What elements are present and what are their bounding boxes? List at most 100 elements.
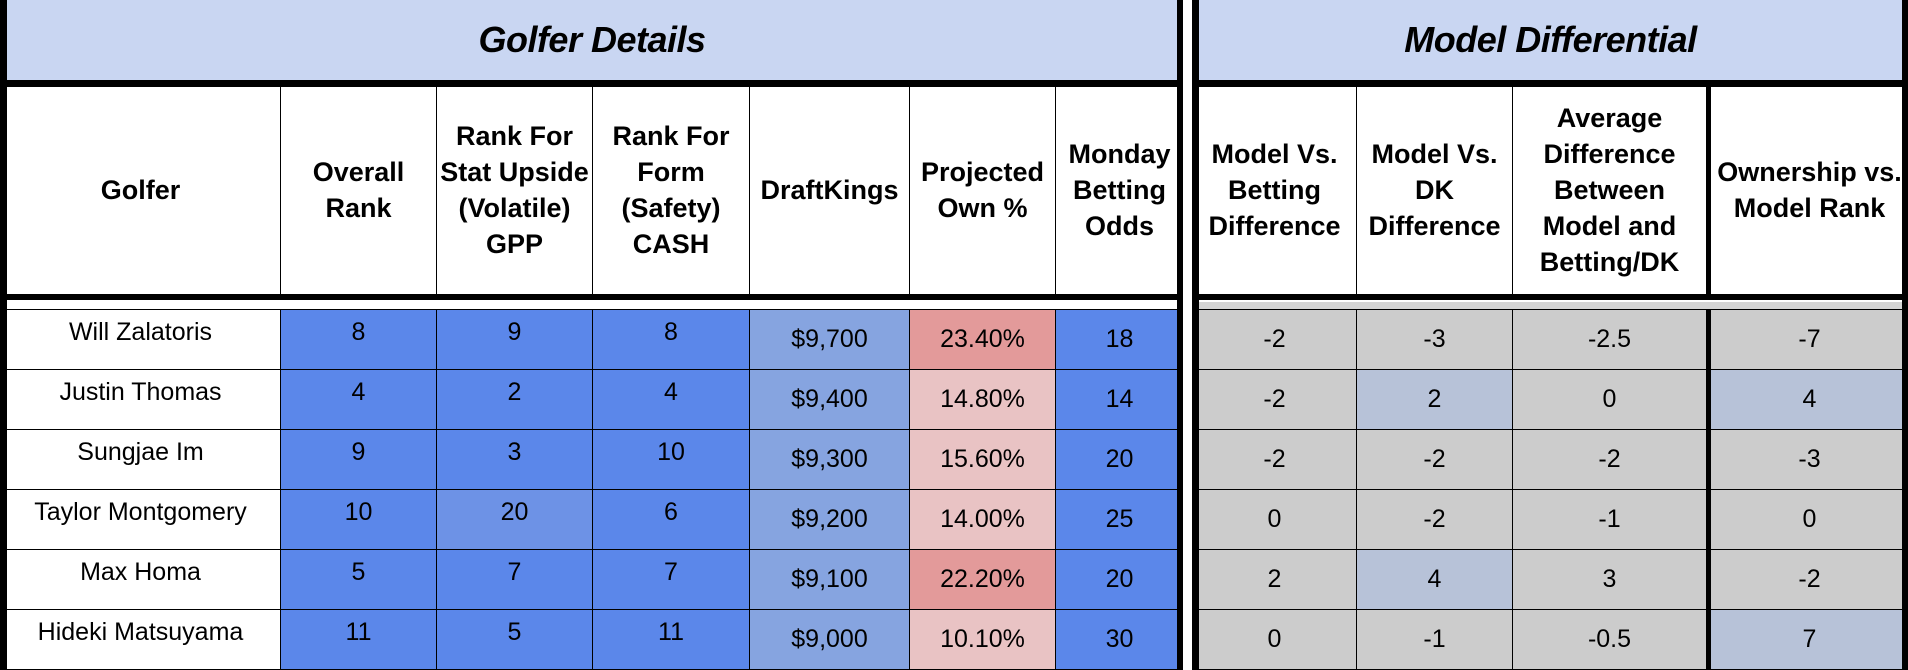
cell-ownership-vs-model[interactable]: 0 bbox=[1708, 489, 1908, 550]
cell-draftkings[interactable]: $9,700 bbox=[749, 309, 910, 370]
table-row: -2 -3 -2.5 -7 bbox=[1192, 309, 1908, 370]
cell-average-difference[interactable]: -2 bbox=[1512, 429, 1711, 490]
cell-ownership-vs-model[interactable]: 7 bbox=[1708, 609, 1908, 670]
cell-projected-own[interactable]: 15.60% bbox=[909, 429, 1056, 490]
cell-monday-odds[interactable]: 18 bbox=[1055, 309, 1184, 370]
cell-rank-gpp[interactable]: 3 bbox=[436, 429, 593, 490]
column-header-overall-rank[interactable]: Overall Rank bbox=[280, 86, 437, 297]
golfer-details-title: Golfer Details bbox=[0, 0, 1183, 86]
cell-golfer[interactable]: Taylor Montgomery bbox=[0, 489, 281, 550]
column-header-model-vs-dk[interactable]: Model Vs. DK Difference bbox=[1356, 86, 1513, 297]
cell-rank-gpp[interactable]: 2 bbox=[436, 369, 593, 430]
cell-average-difference[interactable]: 0 bbox=[1512, 369, 1711, 430]
cell-model-vs-betting[interactable]: 2 bbox=[1192, 549, 1357, 610]
cell-model-vs-betting[interactable]: -2 bbox=[1192, 309, 1357, 370]
cell-golfer[interactable]: Will Zalatoris bbox=[0, 309, 281, 370]
table-row: -2 -2 -2 -3 bbox=[1192, 429, 1908, 490]
cell-average-difference[interactable]: -1 bbox=[1512, 489, 1711, 550]
cell-rank-cash[interactable]: 4 bbox=[592, 369, 750, 430]
table-row: Hideki Matsuyama 11 5 11 $9,000 10.10% 30 bbox=[0, 609, 1184, 670]
column-header-rank-stat-upside[interactable]: Rank For Stat Upside (Volatile) GPP bbox=[436, 86, 593, 297]
cell-ownership-vs-model[interactable]: 4 bbox=[1708, 369, 1908, 430]
column-header-golfer[interactable]: Golfer bbox=[0, 86, 281, 297]
cell-overall-rank[interactable]: 5 bbox=[280, 549, 437, 610]
cell-projected-own[interactable]: 14.80% bbox=[909, 369, 1056, 430]
column-header-model-vs-betting[interactable]: Model Vs. Betting Difference bbox=[1192, 86, 1357, 297]
header-gap bbox=[7, 302, 1177, 309]
cell-draftkings[interactable]: $9,300 bbox=[749, 429, 910, 490]
cell-model-vs-dk[interactable]: -2 bbox=[1356, 489, 1513, 550]
column-header-projected-own[interactable]: Projected Own % bbox=[909, 86, 1056, 297]
cell-rank-gpp[interactable]: 9 bbox=[436, 309, 593, 370]
golfer-details-body: Will Zalatoris 8 9 8 $9,700 23.40% 18 Justin Th… bbox=[0, 309, 1184, 670]
model-differential-body: -2 -3 -2.5 -7 -2 2 0 4 -2 -2 -2 -3 0 -2 -1 0 2 4 3 -2 0 -1 -0.… bbox=[1192, 309, 1908, 670]
model-differential-header: Model Vs. Betting Difference Model Vs. D… bbox=[1192, 86, 1908, 300]
column-header-average-difference[interactable]: Average Difference Between Model and Bet… bbox=[1512, 86, 1711, 297]
column-header-ownership-vs-model[interactable]: Ownership vs. Model Rank bbox=[1708, 86, 1908, 297]
cell-rank-cash[interactable]: 11 bbox=[592, 609, 750, 670]
table-row: 0 -1 -0.5 7 bbox=[1192, 609, 1908, 670]
cell-monday-odds[interactable]: 14 bbox=[1055, 369, 1184, 430]
cell-ownership-vs-model[interactable]: -2 bbox=[1708, 549, 1908, 610]
table-row: Will Zalatoris 8 9 8 $9,700 23.40% 18 bbox=[0, 309, 1184, 370]
cell-average-difference[interactable]: -0.5 bbox=[1512, 609, 1711, 670]
cell-draftkings[interactable]: $9,000 bbox=[749, 609, 910, 670]
cell-ownership-vs-model[interactable]: -7 bbox=[1708, 309, 1908, 370]
cell-overall-rank[interactable]: 9 bbox=[280, 429, 437, 490]
column-header-draftkings[interactable]: DraftKings bbox=[749, 86, 910, 297]
header-gap-right bbox=[1199, 302, 1902, 309]
cell-monday-odds[interactable]: 20 bbox=[1055, 549, 1184, 610]
cell-golfer[interactable]: Sungjae Im bbox=[0, 429, 281, 490]
column-header-monday-betting-odds[interactable]: Monday Betting Odds bbox=[1055, 86, 1184, 297]
table-row: -2 2 0 4 bbox=[1192, 369, 1908, 430]
cell-golfer[interactable]: Hideki Matsuyama bbox=[0, 609, 281, 670]
cell-model-vs-dk[interactable]: -1 bbox=[1356, 609, 1513, 670]
cell-monday-odds[interactable]: 25 bbox=[1055, 489, 1184, 550]
cell-model-vs-dk[interactable]: 2 bbox=[1356, 369, 1513, 430]
cell-monday-odds[interactable]: 20 bbox=[1055, 429, 1184, 490]
column-header-rank-form[interactable]: Rank For Form (Safety) CASH bbox=[592, 86, 750, 297]
cell-model-vs-dk[interactable]: -2 bbox=[1356, 429, 1513, 490]
cell-monday-odds[interactable]: 30 bbox=[1055, 609, 1184, 670]
cell-average-difference[interactable]: 3 bbox=[1512, 549, 1711, 610]
cell-rank-gpp[interactable]: 7 bbox=[436, 549, 593, 610]
cell-overall-rank[interactable]: 10 bbox=[280, 489, 437, 550]
table-border-left bbox=[0, 86, 7, 670]
cell-draftkings[interactable]: $9,200 bbox=[749, 489, 910, 550]
cell-average-difference[interactable]: -2.5 bbox=[1512, 309, 1711, 370]
cell-projected-own[interactable]: 22.20% bbox=[909, 549, 1056, 610]
model-differential-panel: Model Differential Model Vs. Betting Dif… bbox=[1192, 0, 1908, 670]
cell-draftkings[interactable]: $9,400 bbox=[749, 369, 910, 430]
table-row: 0 -2 -1 0 bbox=[1192, 489, 1908, 550]
cell-rank-cash[interactable]: 7 bbox=[592, 549, 750, 610]
table-row: Sungjae Im 9 3 10 $9,300 15.60% 20 bbox=[0, 429, 1184, 490]
cell-model-vs-betting[interactable]: 0 bbox=[1192, 609, 1357, 670]
cell-rank-cash[interactable]: 10 bbox=[592, 429, 750, 490]
cell-rank-gpp[interactable]: 20 bbox=[436, 489, 593, 550]
table-row: Max Homa 5 7 7 $9,100 22.20% 20 bbox=[0, 549, 1184, 610]
cell-model-vs-betting[interactable]: 0 bbox=[1192, 489, 1357, 550]
cell-model-vs-dk[interactable]: -3 bbox=[1356, 309, 1513, 370]
golfer-details-panel: Golfer Details Golfer Overall Rank Rank … bbox=[0, 0, 1184, 670]
cell-model-vs-betting[interactable]: -2 bbox=[1192, 429, 1357, 490]
panel-divider bbox=[1183, 0, 1192, 670]
cell-overall-rank[interactable]: 4 bbox=[280, 369, 437, 430]
cell-model-vs-dk[interactable]: 4 bbox=[1356, 549, 1513, 610]
table-border-mid-left bbox=[1177, 86, 1183, 670]
cell-rank-gpp[interactable]: 5 bbox=[436, 609, 593, 670]
cell-projected-own[interactable]: 14.00% bbox=[909, 489, 1056, 550]
table-border-right bbox=[1902, 0, 1908, 670]
cell-overall-rank[interactable]: 8 bbox=[280, 309, 437, 370]
table-row: Justin Thomas 4 2 4 $9,400 14.80% 14 bbox=[0, 369, 1184, 430]
cell-golfer[interactable]: Justin Thomas bbox=[0, 369, 281, 430]
cell-model-vs-betting[interactable]: -2 bbox=[1192, 369, 1357, 430]
cell-ownership-vs-model[interactable]: -3 bbox=[1708, 429, 1908, 490]
cell-rank-cash[interactable]: 6 bbox=[592, 489, 750, 550]
cell-overall-rank[interactable]: 11 bbox=[280, 609, 437, 670]
cell-projected-own[interactable]: 23.40% bbox=[909, 309, 1056, 370]
cell-projected-own[interactable]: 10.10% bbox=[909, 609, 1056, 670]
cell-golfer[interactable]: Max Homa bbox=[0, 549, 281, 610]
cell-draftkings[interactable]: $9,100 bbox=[749, 549, 910, 610]
cell-rank-cash[interactable]: 8 bbox=[592, 309, 750, 370]
